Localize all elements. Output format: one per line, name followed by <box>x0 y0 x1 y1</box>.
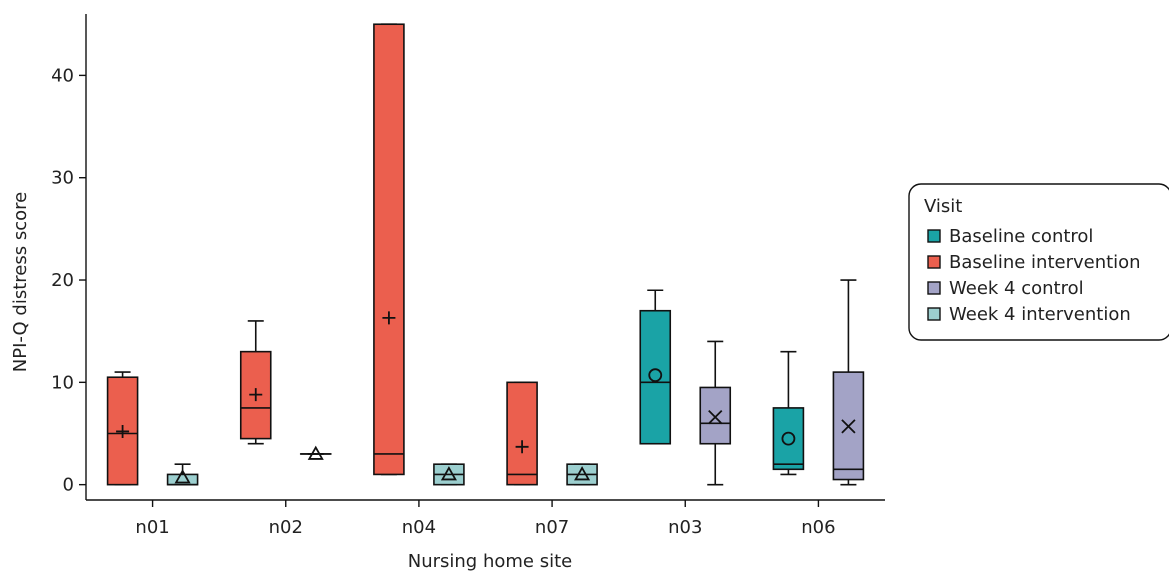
legend-label-bc: Baseline control <box>949 226 1093 247</box>
x-axis-label: Nursing home site <box>408 551 572 572</box>
mean-marker-circle <box>648 368 663 383</box>
legend-title: Visit <box>924 196 962 217</box>
y-axis-label: NPI-Q distress score <box>10 192 31 372</box>
legend-label-wi: Week 4 intervention <box>949 304 1131 325</box>
mean-marker-plus <box>515 440 529 454</box>
mean-marker-x <box>841 419 856 434</box>
x-tick-label: n07 <box>535 517 569 538</box>
box-iqr <box>373 23 405 476</box>
box-n02-wi <box>299 445 332 460</box>
x-tick-label: n03 <box>668 517 702 538</box>
mean-marker-x <box>708 409 723 425</box>
legend-label-bi: Baseline intervention <box>949 252 1141 273</box>
x-tick-label: n02 <box>269 517 303 538</box>
mean-marker-triangle <box>440 466 457 481</box>
legend-swatch-wc <box>927 281 941 295</box>
box-iqr <box>639 309 672 445</box>
x-tick-label: n06 <box>801 517 835 538</box>
y-tick-label: 40 <box>51 65 74 86</box>
legend: Visit Baseline control Baseline intervent… <box>908 183 1169 341</box>
x-tick-label: n04 <box>402 517 436 538</box>
box-n06-bc <box>772 350 805 476</box>
box-n02-bi <box>239 320 272 445</box>
x-tick-label: n01 <box>135 517 169 538</box>
mean-marker-plus <box>116 424 130 438</box>
y-tick-label: 30 <box>51 168 74 189</box>
box-n07-bi <box>506 381 538 486</box>
mean-marker-triangle <box>574 466 591 481</box>
plot-area: 0 10 20 30 40 n01 n02 n04 n07 n03 n06 <box>51 14 885 538</box>
box-n07-wi <box>566 463 598 486</box>
box-n04-wi <box>433 463 465 486</box>
legend-label-wc: Week 4 control <box>949 278 1084 299</box>
mean-marker-triangle <box>174 469 191 484</box>
mean-marker-plus <box>249 388 263 402</box>
legend-swatch-wi <box>927 307 941 321</box>
box-n04-bi <box>373 23 405 476</box>
box-iqr <box>772 407 805 471</box>
y-tick-label: 10 <box>51 372 74 393</box>
box-iqr <box>506 381 538 486</box>
box-n06-wc <box>832 279 865 486</box>
box-n01-bi <box>106 371 139 486</box>
box-n03-bc <box>639 289 672 445</box>
legend-swatch-bc <box>927 229 941 243</box>
mean-marker-circle <box>781 431 796 446</box>
mean-marker-triangle <box>307 445 324 460</box>
legend-swatch-bi <box>927 255 941 269</box>
box-n03-wc <box>699 340 732 486</box>
legend-frame <box>908 183 1169 341</box>
mean-marker-plus <box>382 311 396 325</box>
y-tick-label: 0 <box>63 475 74 496</box>
box-iqr <box>699 386 732 445</box>
y-tick-label: 20 <box>51 270 74 291</box>
box-n01-wi <box>166 463 199 486</box>
